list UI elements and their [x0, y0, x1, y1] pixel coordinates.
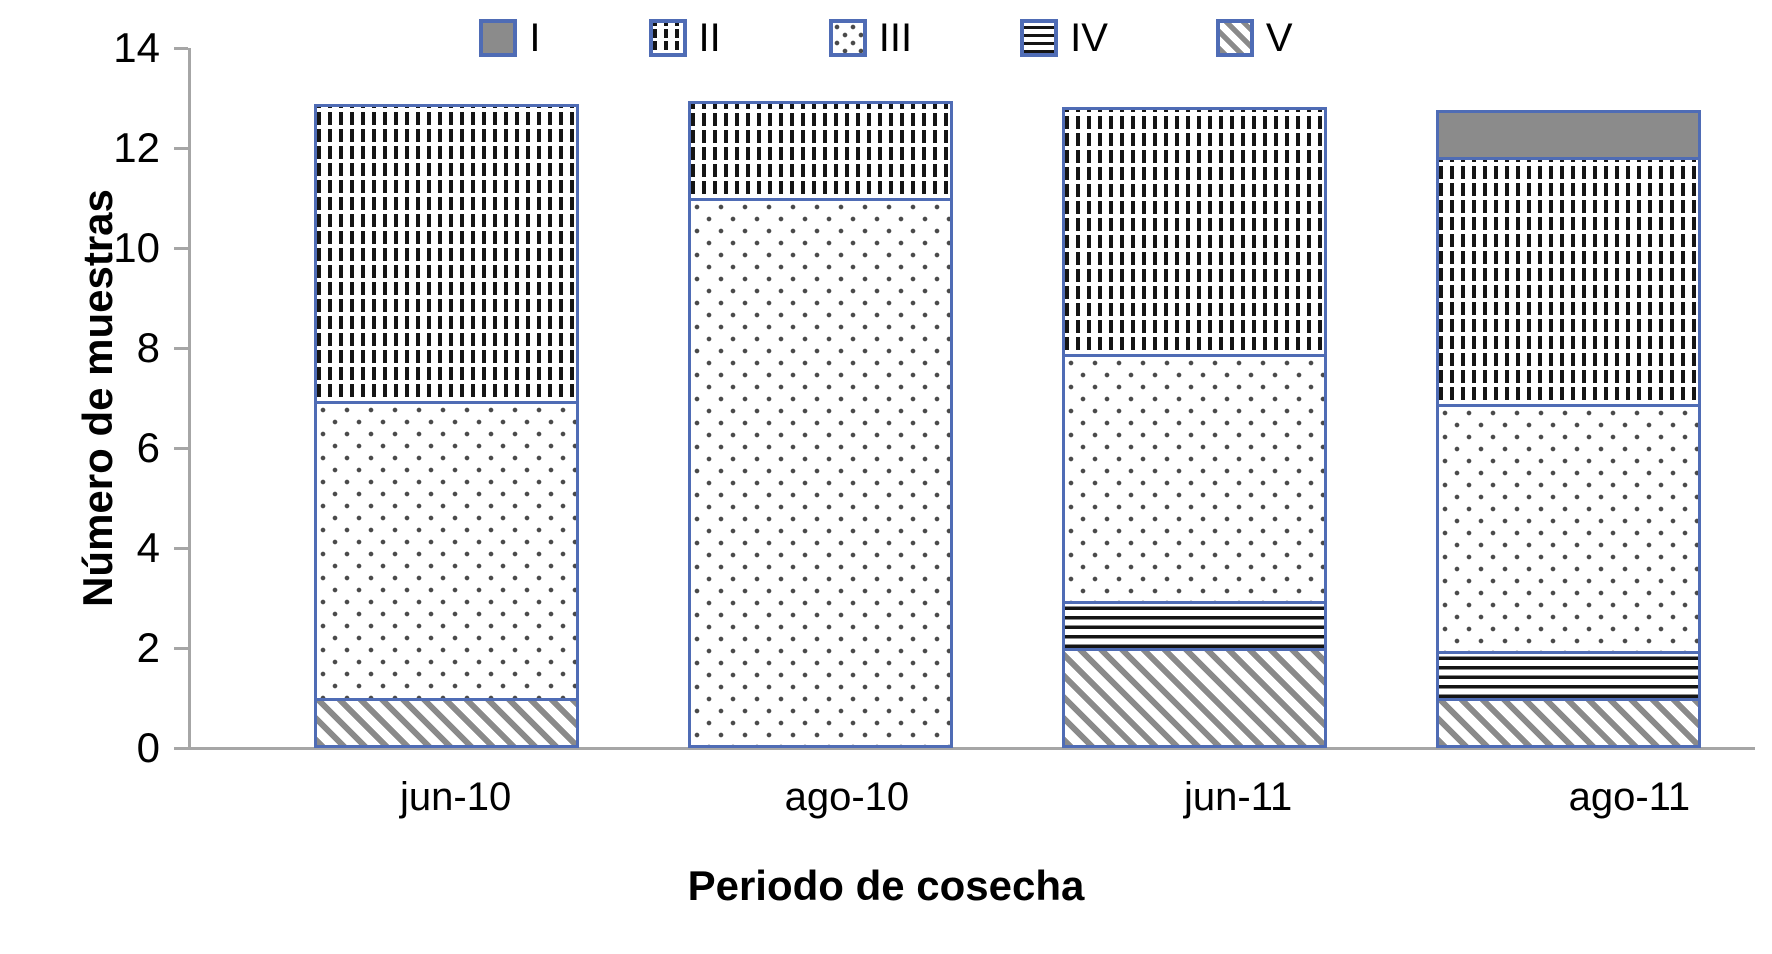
bar-segment-II-ago-10 — [688, 101, 954, 201]
legend-label-III: III — [878, 16, 913, 60]
bar-segment-V-jun-10 — [314, 698, 580, 748]
bar-segment-III-jun-11 — [1061, 354, 1327, 604]
bar-jun-10 — [314, 48, 580, 748]
bar-segment-IV-ago-11 — [1435, 651, 1701, 701]
y-tick-label-2: 2 — [136, 624, 160, 671]
y-tick-label-14: 14 — [113, 24, 160, 71]
legend-item-III: III — [828, 16, 913, 60]
legend-swatch-horizontal-lines-icon — [1020, 19, 1059, 57]
y-tick-label-0: 0 — [136, 724, 160, 771]
y-tick-label-8: 8 — [136, 324, 160, 371]
y-tick-label-12: 12 — [113, 124, 160, 171]
y-tick-label-10: 10 — [113, 224, 160, 271]
bar-segment-II-jun-10 — [314, 104, 580, 404]
legend-label-IV: IV — [1070, 16, 1108, 60]
y-tick-mark-0 — [174, 746, 188, 750]
y-tick-mark-14 — [174, 46, 188, 50]
x-axis-line — [188, 747, 1755, 750]
y-tick-mark-2 — [174, 646, 188, 650]
legend-swatch-diagonal-hatch-icon — [1215, 19, 1254, 57]
bar-ago-10 — [688, 48, 954, 748]
y-tick-label-4: 4 — [136, 524, 160, 571]
y-tick-label-6: 6 — [136, 424, 160, 471]
legend-swatch-solid-gray-icon — [479, 19, 518, 57]
bar-segment-III-ago-11 — [1435, 404, 1701, 654]
legend-item-I: I — [479, 16, 541, 60]
legend-item-II: II — [648, 16, 721, 60]
legend-label-V: V — [1265, 16, 1293, 60]
legend-swatch-dots-icon — [828, 19, 867, 57]
y-tick-mark-10 — [174, 246, 188, 250]
y-axis-line — [188, 48, 191, 749]
plot-area: 0 2 4 6 8 10 12 14 — [113, 24, 1755, 771]
y-tick-mark-8 — [174, 346, 188, 350]
bar-segment-V-ago-11 — [1435, 698, 1701, 748]
y-tick-mark-4 — [174, 546, 188, 550]
bar-segment-II-jun-11 — [1061, 107, 1327, 357]
bar-jun-11 — [1061, 48, 1327, 748]
bar-segment-III-ago-10 — [688, 198, 954, 748]
bar-ago-11 — [1435, 48, 1701, 748]
bar-segment-III-jun-10 — [314, 401, 580, 701]
legend-label-I: I — [529, 16, 541, 60]
x-axis-title: Periodo de cosecha — [687, 862, 1085, 909]
x-category-label-jun-10: jun-10 — [400, 775, 512, 819]
x-category-label-ago-11: ago-11 — [1568, 775, 1691, 819]
bar-segment-I-ago-11 — [1435, 110, 1701, 160]
legend-item-IV: IV — [1020, 18, 1108, 58]
bar-segment-V-jun-11 — [1061, 648, 1327, 748]
legend: I II III IV V — [0, 18, 1772, 58]
bar-segment-II-ago-11 — [1435, 157, 1701, 407]
legend-swatch-vertical-dashes-icon — [648, 19, 687, 57]
bar-segment-IV-jun-11 — [1061, 601, 1327, 651]
legend-label-II: II — [698, 16, 721, 60]
legend-item-V: V — [1215, 16, 1293, 60]
x-axis-category-labels: jun-10 ago-10 jun-11 ago-11 — [190, 775, 1772, 820]
y-tick-mark-6 — [174, 446, 188, 450]
y-tick-mark-12 — [174, 146, 188, 150]
bars-row — [190, 48, 1755, 748]
x-category-label-ago-10: ago-10 — [784, 775, 910, 819]
x-category-label-jun-11: jun-11 — [1184, 775, 1293, 819]
